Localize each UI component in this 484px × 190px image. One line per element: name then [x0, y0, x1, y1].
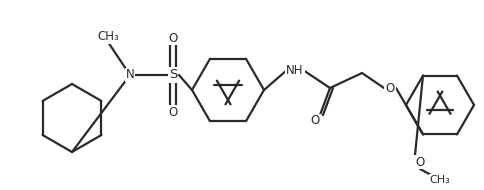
Text: O: O	[385, 82, 394, 94]
Text: O: O	[168, 105, 177, 119]
Text: CH₃: CH₃	[429, 175, 450, 185]
Text: CH₃: CH₃	[97, 31, 119, 44]
Text: NH: NH	[286, 63, 303, 77]
Text: S: S	[168, 69, 177, 82]
Text: O: O	[310, 115, 319, 127]
Text: N: N	[125, 69, 134, 82]
Text: O: O	[168, 32, 177, 44]
Text: O: O	[414, 155, 424, 169]
